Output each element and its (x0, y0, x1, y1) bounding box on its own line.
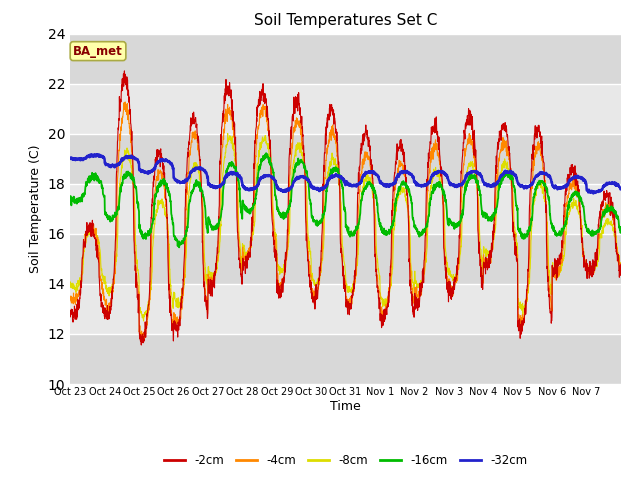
-2cm (543, 249, 550, 254)
-8cm (67, 279, 74, 285)
-16cm (175, 244, 183, 250)
-32cm (122, 155, 129, 160)
-4cm (138, 337, 146, 343)
-2cm (138, 342, 145, 348)
-8cm (122, 151, 129, 157)
Text: BA_met: BA_met (73, 45, 123, 58)
-8cm (512, 234, 520, 240)
-4cm (609, 217, 617, 223)
-16cm (617, 225, 625, 231)
-2cm (241, 263, 248, 268)
-4cm (241, 255, 248, 261)
-8cm (241, 246, 248, 252)
-4cm (122, 99, 129, 105)
Bar (70, 184, 621, 234)
-2cm (512, 244, 520, 250)
Legend: -2cm, -4cm, -8cm, -16cm, -32cm: -2cm, -4cm, -8cm, -16cm, -32cm (159, 449, 532, 472)
-8cm (224, 131, 232, 136)
Bar (70, 284, 621, 334)
-2cm (379, 317, 387, 323)
-8cm (609, 225, 617, 231)
-32cm (609, 180, 617, 186)
-32cm (241, 184, 248, 190)
-32cm (379, 181, 387, 187)
-16cm (262, 150, 270, 156)
-16cm (67, 194, 74, 200)
-8cm (140, 318, 147, 324)
Line: -8cm: -8cm (70, 133, 621, 321)
Line: -2cm: -2cm (70, 71, 621, 345)
Y-axis label: Soil Temperature (C): Soil Temperature (C) (29, 144, 42, 273)
-32cm (67, 156, 74, 161)
-16cm (122, 174, 129, 180)
-32cm (617, 186, 625, 192)
Bar (70, 134, 621, 184)
Bar (70, 34, 621, 84)
-32cm (93, 151, 100, 157)
-2cm (609, 208, 617, 214)
-4cm (543, 208, 550, 214)
-16cm (543, 186, 550, 192)
-8cm (617, 260, 625, 265)
-16cm (241, 203, 248, 209)
Bar (70, 234, 621, 284)
-4cm (67, 297, 74, 303)
-8cm (379, 296, 387, 302)
Line: -4cm: -4cm (70, 102, 621, 340)
-16cm (609, 207, 617, 213)
-4cm (617, 269, 625, 275)
-2cm (617, 261, 625, 267)
-2cm (67, 314, 74, 320)
Bar (70, 334, 621, 384)
Line: -16cm: -16cm (70, 153, 621, 247)
Title: Soil Temperatures Set C: Soil Temperatures Set C (254, 13, 437, 28)
-32cm (589, 191, 597, 196)
-4cm (512, 248, 520, 254)
-2cm (120, 68, 128, 74)
-4cm (122, 108, 129, 114)
Bar (70, 84, 621, 134)
-8cm (543, 219, 550, 225)
X-axis label: Time: Time (330, 399, 361, 412)
Line: -32cm: -32cm (70, 154, 621, 193)
-4cm (379, 312, 387, 317)
-16cm (379, 228, 387, 234)
-2cm (122, 73, 129, 79)
-16cm (512, 197, 520, 203)
-32cm (511, 173, 519, 179)
-32cm (543, 171, 550, 177)
